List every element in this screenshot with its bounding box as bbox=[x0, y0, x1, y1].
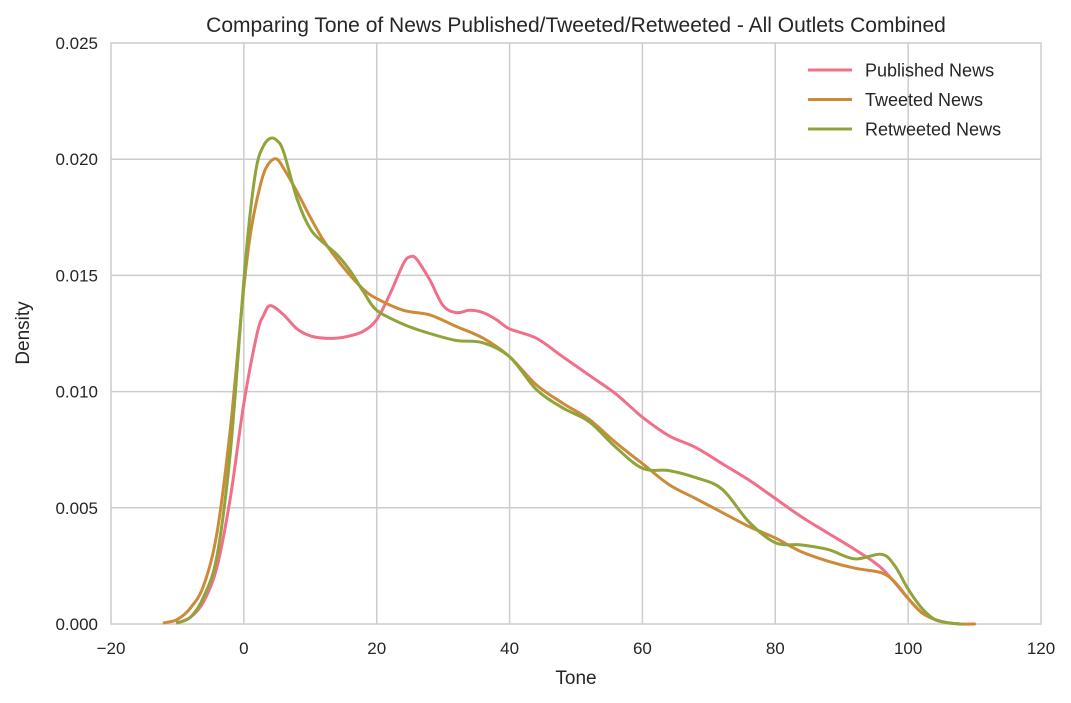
series-line-tweeted-news bbox=[162, 157, 977, 626]
x-tick-label: −20 bbox=[97, 639, 126, 658]
x-axis-tick-labels: −20 0 20 40 60 80 100 120 bbox=[97, 639, 1056, 658]
legend-label-retweeted-news: Retweeted News bbox=[865, 120, 1001, 140]
y-tick-label: 0.015 bbox=[55, 266, 98, 285]
grid-lines bbox=[111, 43, 1041, 624]
x-tick-label: 80 bbox=[766, 639, 785, 658]
x-tick-label: 100 bbox=[894, 639, 922, 658]
x-tick-label: 60 bbox=[633, 639, 652, 658]
legend-label-tweeted-news: Tweeted News bbox=[865, 90, 983, 110]
y-axis-tick-labels: 0.000 0.005 0.010 0.015 0.020 0.025 bbox=[55, 34, 98, 634]
y-tick-label: 0.000 bbox=[55, 615, 98, 634]
x-axis-label: Tone bbox=[555, 668, 596, 689]
y-tick-label: 0.020 bbox=[55, 150, 98, 169]
series-line-published-news bbox=[175, 254, 963, 626]
y-tick-label: 0.025 bbox=[55, 34, 98, 53]
y-tick-label: 0.005 bbox=[55, 499, 98, 518]
plot-area bbox=[110, 42, 1042, 625]
y-axis-label: Density bbox=[13, 301, 34, 365]
x-tick-label: 0 bbox=[239, 639, 248, 658]
y-tick-label: 0.010 bbox=[55, 383, 98, 402]
legend: Published News Tweeted News Retweeted News bbox=[808, 61, 1001, 140]
chart-title: Comparing Tone of News Published/Tweeted… bbox=[206, 14, 946, 37]
x-tick-label: 40 bbox=[500, 639, 519, 658]
legend-label-published-news: Published News bbox=[865, 61, 994, 81]
x-tick-label: 20 bbox=[367, 639, 386, 658]
series-line-retweeted-news bbox=[175, 136, 963, 626]
x-tick-label: 120 bbox=[1027, 639, 1055, 658]
series-lines bbox=[162, 136, 977, 626]
